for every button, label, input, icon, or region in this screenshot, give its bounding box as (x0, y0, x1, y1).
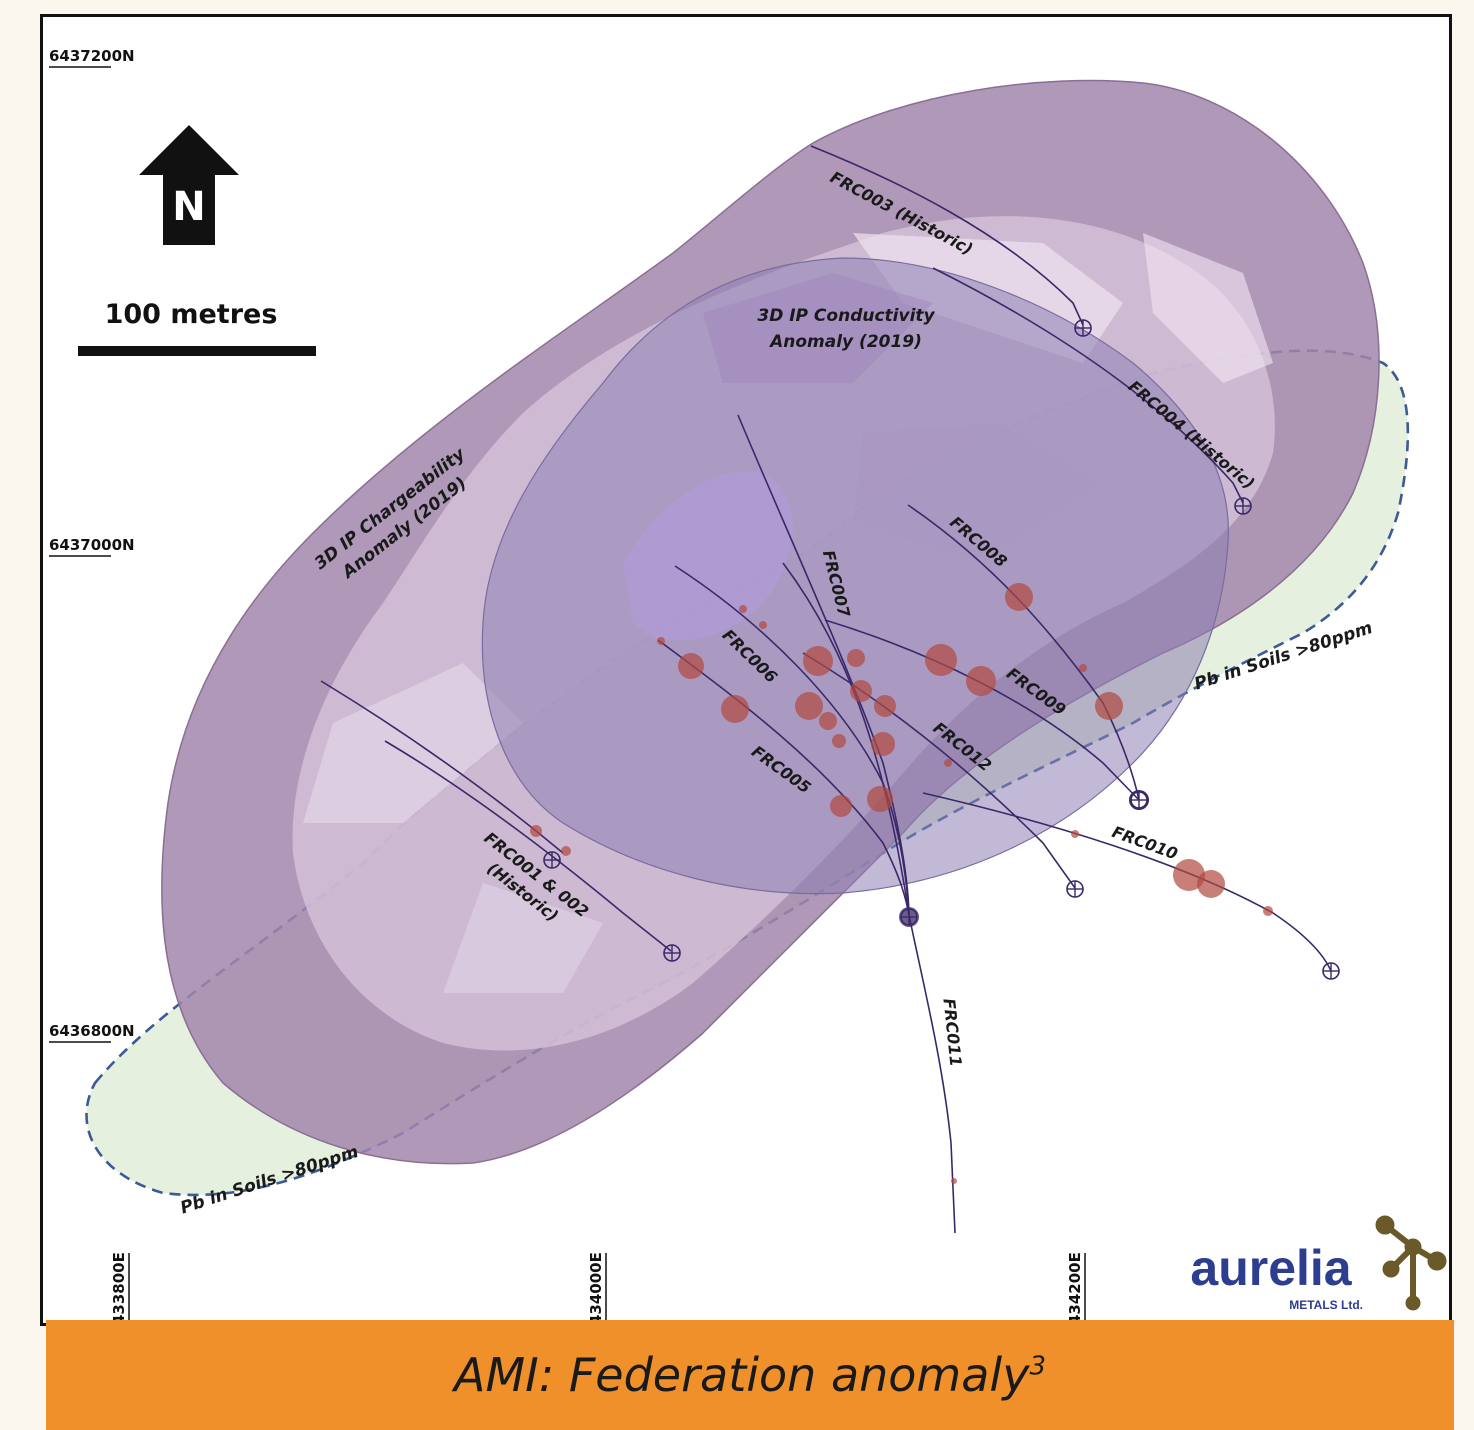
collar-icon (1322, 962, 1340, 980)
map-canvas: 6437200N 6437000N 6436800N 433800E 43400… (49, 47, 1447, 1325)
drillhole-label-frc010: FRC010 (1109, 822, 1180, 863)
scale-bar-label: 100 metres (105, 299, 278, 330)
aurelia-logo: aurelia METALS Ltd. (1190, 1215, 1447, 1312)
intercepts (530, 583, 1273, 1184)
logo-sub: METALS Ltd. (1289, 1298, 1363, 1312)
drill-traces (320, 145, 1332, 1234)
conductivity-core (623, 471, 793, 641)
facet-highlight (1143, 233, 1273, 383)
svg-text:Anomaly (2019): Anomaly (2019) (768, 332, 922, 352)
title-banner: AMI: Federation anomaly3 (46, 1320, 1454, 1430)
logo-mark-icon (1375, 1215, 1447, 1311)
northing-label: 6437000N (49, 536, 135, 554)
collar-cluster-icon (1129, 790, 1149, 810)
drillhole-label-frc011: FRC011 (939, 997, 965, 1067)
north-arrow-icon: N (139, 125, 239, 245)
conductivity-facet (853, 423, 1103, 563)
conductivity-label: 3D IP Conductivity Anomaly (2019) (757, 306, 935, 352)
collar-icon (663, 944, 681, 962)
collar-icon (1066, 880, 1084, 898)
easting-label: 433800E (110, 1252, 128, 1325)
conductivity-facet (703, 273, 933, 383)
banner-title: AMI: Federation anomaly3 (454, 1348, 1046, 1402)
collar-icon (543, 851, 561, 869)
svg-text:3D IP Conductivity: 3D IP Conductivity (757, 306, 935, 326)
facet-highlight (303, 663, 523, 823)
conductivity-anomaly (481, 257, 1230, 895)
easting-label: 434000E (587, 1252, 605, 1325)
collar-cluster-icon (899, 907, 919, 927)
collar-icon (1130, 791, 1148, 809)
northing-label: 6436800N (49, 1022, 135, 1040)
scale-bar (78, 346, 316, 356)
collar-icon (1074, 319, 1092, 337)
northing-label: 6437200N (49, 47, 135, 65)
easting-label: 434200E (1066, 1252, 1084, 1325)
collar-icon (1234, 497, 1252, 515)
north-letter: N (172, 184, 205, 230)
map-frame: 6437200N 6437000N 6436800N 433800E 43400… (40, 14, 1452, 1326)
logo-name: aurelia (1190, 1240, 1352, 1296)
facet-highlight (443, 883, 603, 993)
